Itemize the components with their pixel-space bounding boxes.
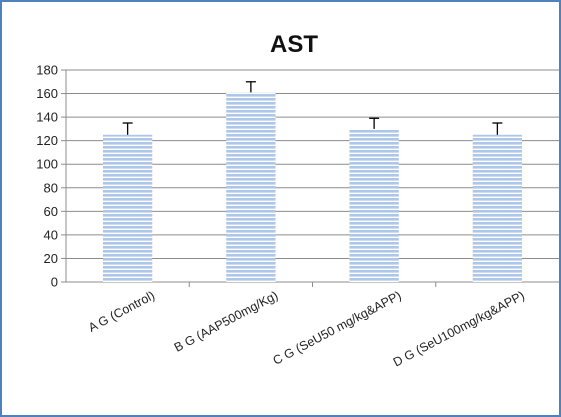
y-tick-label: 60: [44, 204, 58, 219]
y-tick-label: 0: [51, 275, 58, 290]
bar-1: [102, 134, 153, 282]
y-tick-label: 160: [36, 86, 58, 101]
y-tick-label: 80: [44, 180, 58, 195]
error-bars: [122, 81, 503, 135]
y-tick-labels: 0 20 40 60 80 100 120 140 160 180: [36, 63, 58, 290]
x-category-label: C G (SeU50 mg/kg&APP): [271, 288, 404, 368]
bar-2: [226, 92, 276, 282]
y-tick-label: 180: [36, 63, 58, 78]
y-tick-label: 140: [36, 110, 58, 125]
bar-4: [472, 134, 523, 282]
bar-3: [349, 128, 399, 282]
y-tick-label: 100: [36, 157, 58, 172]
x-tick-labels: A G (Control) B G (AAP500mg/Kg)C G (SeU50…: [86, 288, 527, 369]
x-category-label: D G (SeU100mg/kg&APP): [391, 288, 527, 369]
y-tick-label: 120: [36, 133, 58, 148]
y-tick-label: 20: [44, 251, 58, 266]
x-category-label: B G (AAP500mg/Kg): [172, 288, 280, 355]
bars: [102, 92, 523, 282]
x-category-label: A G (Control): [86, 288, 157, 335]
y-tick-label: 40: [44, 227, 58, 242]
chart-title: AST: [270, 31, 318, 58]
